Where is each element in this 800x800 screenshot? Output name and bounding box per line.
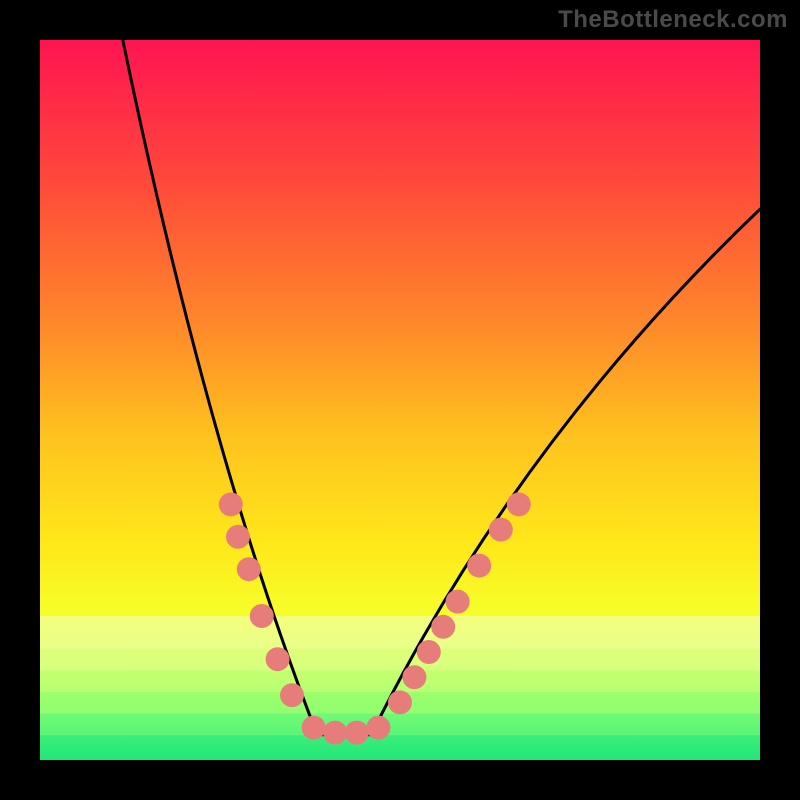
chart-container: TheBottleneck.com: [0, 0, 800, 800]
marker-right: [402, 665, 426, 689]
marker-left: [237, 557, 261, 581]
marker-left: [250, 604, 274, 628]
watermark-text: TheBottleneck.com: [558, 6, 788, 34]
marker-left: [226, 525, 250, 549]
marker-right: [417, 640, 441, 664]
marker-right: [388, 690, 412, 714]
marker-bottom: [345, 721, 369, 745]
bottleneck-chart: [0, 0, 800, 800]
bottom-band: [40, 713, 760, 735]
marker-right: [446, 590, 470, 614]
bottom-band: [40, 648, 760, 670]
marker-right: [507, 492, 531, 516]
marker-right: [431, 615, 455, 639]
marker-right: [489, 518, 513, 542]
marker-left: [266, 647, 290, 671]
bottom-band: [40, 616, 760, 648]
marker-bottom: [323, 721, 347, 745]
bottom-band: [40, 735, 760, 760]
marker-bottom: [366, 716, 390, 740]
marker-right: [467, 554, 491, 578]
marker-left: [219, 492, 243, 516]
marker-bottom: [302, 716, 326, 740]
marker-left: [280, 683, 304, 707]
